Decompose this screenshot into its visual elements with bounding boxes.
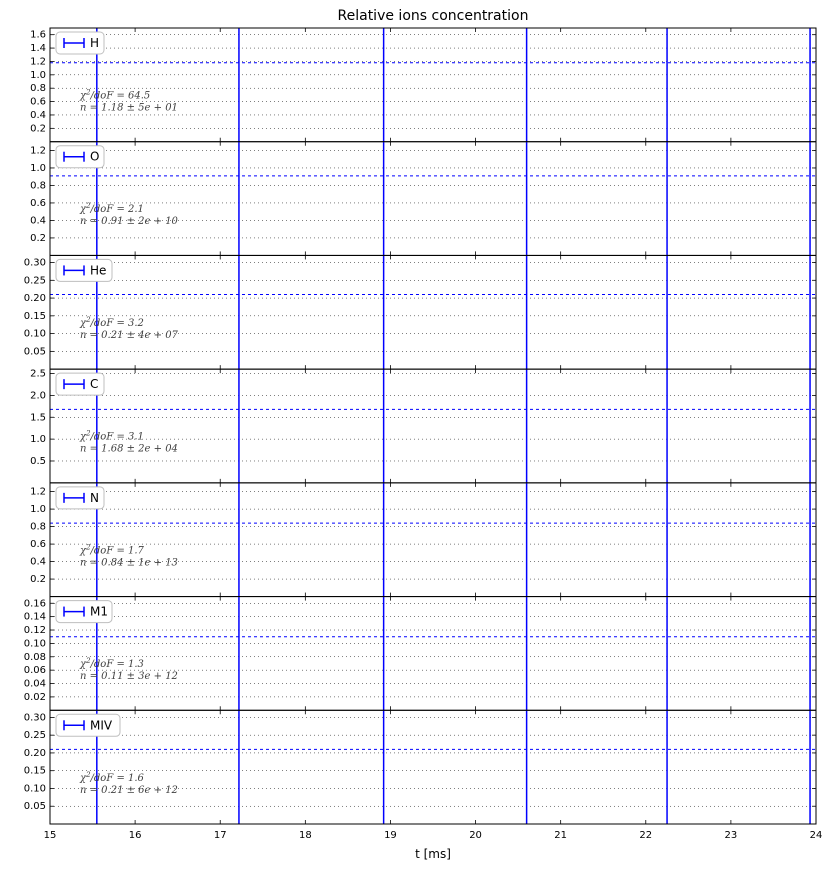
legend-label: N — [90, 491, 99, 505]
panel-O: 0.2 0.4 0.6 0.8 1.0 1.2 Oχ2/doF = 2.1n = 0.91 … — [30, 142, 816, 256]
ytick-label: 0.10 — [24, 638, 46, 649]
ytick-label: 0.10 — [24, 783, 46, 794]
legend-label: O — [90, 150, 99, 164]
chi2-annotation: χ2/doF = 2.1 — [79, 202, 144, 215]
ytick-label: 0.2 — [30, 233, 46, 244]
ytick-label: 1.5 — [30, 412, 46, 423]
ytick-label: 0.05 — [24, 346, 46, 357]
panel-MIV: 0.05 0.10 0.15 0.20 0.25 0.30 15 16 17 18 19 20 21 22… — [24, 710, 823, 841]
ytick-label: 1.0 — [30, 70, 46, 81]
ytick-label: 0.20 — [24, 748, 46, 759]
xtick-label: 15 — [44, 830, 57, 841]
chi2-annotation: χ2/doF = 3.2 — [79, 316, 144, 329]
legend-label: MIV — [90, 718, 113, 732]
ytick-label: 0.5 — [30, 456, 46, 467]
legend-label: C — [90, 377, 98, 391]
ytick-label: 2.5 — [30, 369, 46, 380]
ytick-label: 0.20 — [24, 293, 46, 304]
ytick-label: 0.05 — [24, 801, 46, 812]
chi2-annotation: χ2/doF = 3.1 — [79, 430, 144, 443]
ytick-label: 0.4 — [30, 215, 46, 226]
ytick-label: 0.8 — [30, 83, 46, 94]
ytick-label: 0.08 — [24, 652, 46, 663]
ytick-label: 0.25 — [24, 275, 46, 286]
ytick-label: 0.8 — [30, 522, 46, 533]
ytick-label: 0.30 — [24, 712, 46, 723]
ytick-label: 0.4 — [30, 557, 46, 568]
xtick-label: 19 — [384, 830, 397, 841]
n-annotation: n = 0.91 ± 2e + 10 — [80, 216, 179, 227]
xtick-label: 23 — [725, 830, 738, 841]
xtick-label: 21 — [554, 830, 567, 841]
xtick-label: 20 — [469, 830, 482, 841]
panel-H: 0.2 0.4 0.6 0.8 1.0 1.2 1.4 1.6 Hχ2/doF = 64.5n … — [30, 28, 816, 142]
legend: MIV — [56, 714, 120, 736]
xtick-label: 16 — [129, 830, 142, 841]
ytick-label: 1.0 — [30, 504, 46, 515]
legend-label: He — [90, 263, 106, 277]
ytick-label: 0.12 — [24, 625, 46, 636]
ytick-label: 1.0 — [30, 163, 46, 174]
n-annotation: n = 0.21 ± 4e + 07 — [80, 330, 179, 341]
panel-N: 0.2 0.4 0.6 0.8 1.0 1.2 Nχ2/doF = 1.7n = 0.84 … — [30, 483, 816, 597]
ytick-label: 0.25 — [24, 730, 46, 741]
figure: Relative ions concentration 0.2 0.4 0.6 0.8 1… — [0, 0, 832, 872]
ytick-label: 0.6 — [30, 198, 46, 209]
ytick-label: 0.2 — [30, 123, 46, 134]
ytick-label: 0.04 — [24, 679, 46, 690]
n-annotation: n = 0.84 ± 1e + 13 — [80, 557, 178, 568]
xtick-label: 18 — [299, 830, 312, 841]
legend: M1 — [56, 601, 112, 623]
ytick-label: 0.4 — [30, 110, 46, 121]
ytick-label: 1.4 — [30, 43, 46, 54]
ytick-label: 0.2 — [30, 574, 46, 585]
chi2-annotation: χ2/doF = 1.7 — [79, 543, 145, 556]
n-annotation: n = 0.21 ± 6e + 12 — [80, 785, 178, 796]
legend-label: M1 — [90, 605, 108, 619]
ytick-label: 0.14 — [24, 612, 46, 623]
ytick-label: 0.16 — [24, 598, 46, 609]
ytick-label: 1.2 — [30, 487, 46, 498]
panel-C: 0.5 1.0 1.5 2.0 2.5 Cχ2/doF = 3.1n = 1.68 ± 2… — [30, 369, 816, 483]
ytick-label: 1.6 — [30, 30, 46, 41]
xtick-label: 22 — [639, 830, 652, 841]
ytick-label: 0.8 — [30, 180, 46, 191]
ytick-label: 0.06 — [24, 665, 46, 676]
n-annotation: n = 1.18 ± 5e + 01 — [80, 103, 178, 114]
ytick-label: 1.2 — [30, 145, 46, 156]
ytick-label: 2.0 — [30, 390, 46, 401]
legend: C — [56, 373, 104, 395]
chi2-annotation: χ2/doF = 64.5 — [79, 89, 150, 102]
ytick-label: 0.15 — [24, 311, 46, 322]
ytick-label: 0.10 — [24, 329, 46, 340]
panel-He: 0.05 0.10 0.15 0.20 0.25 0.30 He χ2/doF = 3.2n … — [24, 255, 816, 369]
ytick-label: 1.2 — [30, 56, 46, 67]
n-annotation: n = 0.11 ± 3e + 12 — [80, 671, 178, 682]
ytick-label: 0.15 — [24, 766, 46, 777]
ytick-label: 0.6 — [30, 97, 46, 108]
ytick-label: 0.6 — [30, 539, 46, 550]
x-axis-label: t [ms] — [415, 847, 451, 861]
legend: H — [56, 32, 104, 54]
legend-label: H — [90, 36, 99, 50]
legend: O — [56, 146, 104, 168]
chi2-annotation: χ2/doF = 1.6 — [79, 771, 145, 784]
n-annotation: n = 1.68 ± 2e + 04 — [80, 444, 178, 455]
ytick-label: 1.0 — [30, 434, 46, 445]
chi2-annotation: χ2/doF = 1.3 — [79, 657, 144, 670]
panel-M1: 0.02 0.04 0.06 0.08 0.10 0.12 0.14 0.16 M1 χ2/doF… — [24, 597, 816, 711]
xtick-label: 17 — [214, 830, 227, 841]
xtick-label: 24 — [810, 830, 823, 841]
figure-title: Relative ions concentration — [338, 8, 529, 24]
legend: He — [56, 259, 112, 281]
ytick-label: 0.02 — [24, 692, 46, 703]
legend: N — [56, 487, 104, 509]
ytick-label: 0.30 — [24, 258, 46, 269]
